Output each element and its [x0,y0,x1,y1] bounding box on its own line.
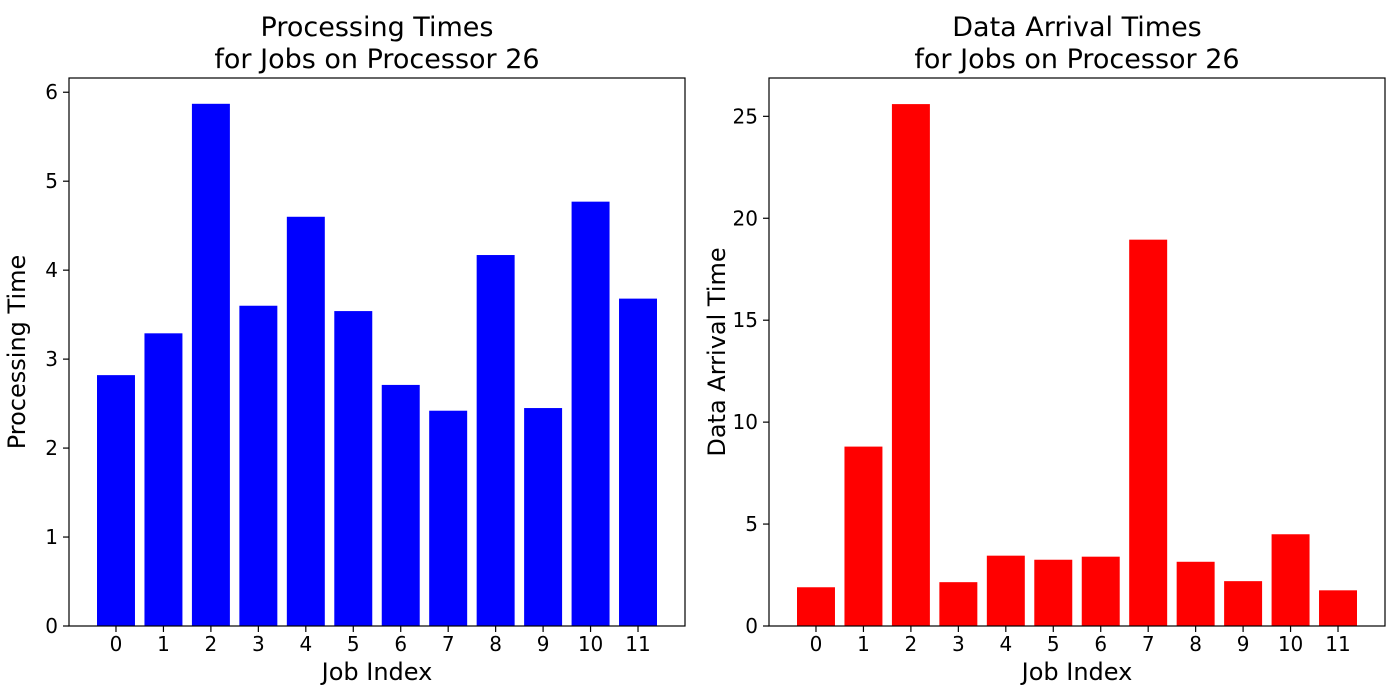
arrival-y-tick-label-20: 20 [733,206,758,230]
arrival-bar-5 [1034,559,1073,626]
processing-y-tick-label-1: 1 [45,525,58,549]
arrival-x-tick-label-10: 10 [1278,632,1303,656]
processing-x-tick-label-4: 4 [299,632,312,656]
processing-y-tick-label-6: 6 [45,80,58,104]
processing-x-tick-label-6: 6 [394,632,407,656]
arrival-bar-9 [1224,581,1263,626]
processing-y-tick-label-3: 3 [45,347,58,371]
arrival-x-tick-label-5: 5 [1047,632,1060,656]
processing-plot-frame [68,77,686,627]
processing-bar-11 [619,298,657,626]
arrival-bar-0 [797,587,835,626]
processing-bar-8 [476,255,515,626]
processing-x-tick-label-9: 9 [537,632,550,656]
processing-x-tick-label-5: 5 [347,632,360,656]
processing-chart-title: Processing Times for Jobs on Processor 26 [214,12,539,75]
arrival-bar-11 [1319,590,1357,626]
processing-bar-5 [334,311,373,626]
processing-x-tick-label-3: 3 [252,632,265,656]
arrival-bar-3 [939,582,978,626]
processing-x-tick-label-8: 8 [489,632,502,656]
processing-x-tick-label-10: 10 [578,632,603,656]
arrival-x-tick-label-2: 2 [905,632,918,656]
processing-x-tick-label-1: 1 [157,632,170,656]
processing-x-tick-label-11: 11 [625,632,650,656]
processing-x-axis-label: Job Index [320,658,433,686]
processing-x-tick-label-2: 2 [205,632,218,656]
arrival-x-tick-label-6: 6 [1094,632,1107,656]
arrival-y-axis-label: Data Arrival Time [703,247,731,456]
processing-times-chart: 0 1 2 3 4 5 6 7 8 9 10 11 0 1 2 3 4 5 6 Processing Times for… [3,12,686,686]
arrival-x-axis-label: Job Index [1020,658,1133,686]
arrival-y-tick-label-10: 10 [733,410,758,434]
processing-y-tick-label-4: 4 [45,258,58,282]
arrival-bar-6 [1081,556,1120,626]
arrival-x-tick-label-3: 3 [952,632,965,656]
arrival-chart-title: Data Arrival Times for Jobs on Processor … [914,12,1239,75]
arrival-bar-10 [1271,534,1310,626]
arrival-bar-1 [844,446,883,626]
processing-bar-0 [97,375,135,626]
arrival-y-tick-label-0: 0 [745,614,758,638]
processing-bar-3 [239,305,278,626]
arrival-bar-2 [891,104,930,627]
arrival-bar-7 [1129,239,1168,627]
arrival-x-tick-label-4: 4 [999,632,1012,656]
processing-bar-2 [191,103,230,627]
arrival-x-tick-label-8: 8 [1189,632,1202,656]
processing-y-tick-label-5: 5 [45,169,58,193]
processing-bar-7 [429,410,468,626]
arrival-y-tick-label-25: 25 [733,104,758,128]
arrival-x-tick-label-9: 9 [1237,632,1250,656]
processing-bar-6 [381,384,420,626]
processing-bar-10 [571,201,610,626]
arrival-x-tick-label-7: 7 [1142,632,1155,656]
arrival-y-tick-label-15: 15 [733,308,758,332]
processing-y-tick-label-2: 2 [45,436,58,460]
data-arrival-times-chart: 0 1 2 3 4 5 6 7 8 9 10 11 0 5 10 15 20 25 Data Arrival Tim… [703,12,1386,686]
arrival-plot-frame [768,77,1386,627]
processing-bar-4 [286,216,325,626]
processing-x-tick-label-0: 0 [110,632,123,656]
arrival-y-tick-label-5: 5 [745,512,758,536]
arrival-x-tick-label-1: 1 [857,632,870,656]
arrival-x-tick-label-11: 11 [1325,632,1350,656]
arrival-x-tick-label-0: 0 [810,632,823,656]
arrival-bar-4 [986,555,1025,626]
processing-y-tick-label-0: 0 [45,614,58,638]
arrival-bar-8 [1176,561,1215,626]
processing-x-tick-label-7: 7 [442,632,455,656]
processing-bar-1 [144,333,183,626]
processing-bar-9 [524,408,563,626]
processing-y-axis-label: Processing Time [3,255,31,450]
